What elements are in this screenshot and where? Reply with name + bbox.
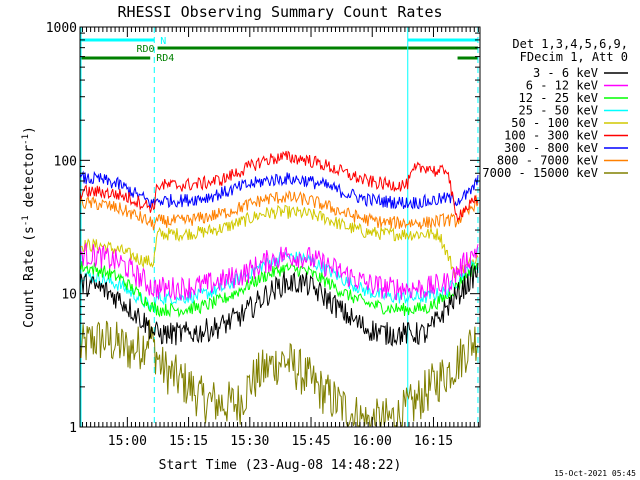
y-tick-label: 1000 bbox=[46, 21, 77, 36]
x-tick-label: 16:15 bbox=[414, 434, 453, 449]
y-axis: 1000 100 10 1 bbox=[46, 21, 480, 436]
plot-frame bbox=[79, 26, 481, 428]
series-line-6-12-kev bbox=[80, 242, 479, 301]
chart-title: RHESSI Observing Summary Count Rates bbox=[117, 3, 442, 21]
legend-entry-label: 300 - 800 keV bbox=[504, 141, 598, 155]
legend: Det 1,3,4,5,6,9, FDecim 1, Att 0 3 - 6 k… bbox=[482, 37, 628, 180]
y-tick-label: 10 bbox=[61, 288, 77, 303]
y-tick-label: 1 bbox=[69, 421, 77, 436]
legend-entry-label: 800 - 7000 keV bbox=[497, 154, 598, 168]
x-tick-label: 15:30 bbox=[230, 434, 269, 449]
y-axis-label: Count Rate (s-1 detector-1) bbox=[21, 126, 37, 328]
y-axis-label-sup1: -1 bbox=[21, 215, 31, 226]
x-tick-label: 15:15 bbox=[169, 434, 208, 449]
series-line-12-25-kev bbox=[80, 261, 479, 318]
legend-entry-label: 50 - 100 keV bbox=[511, 116, 598, 130]
series-layer bbox=[80, 150, 479, 427]
legend-header-line2: FDecim 1, Att 0 bbox=[520, 50, 628, 64]
y-axis-label-sup2: -1 bbox=[21, 134, 31, 145]
legend-entry-label: 100 - 300 keV bbox=[504, 129, 598, 143]
x-axis-label: Start Time (23-Aug-08 14:48:22) bbox=[159, 458, 402, 473]
legend-header-line1: Det 1,3,4,5,6,9, bbox=[512, 37, 628, 51]
x-tick-label: 16:00 bbox=[353, 434, 392, 449]
y-axis-label-mid: detector bbox=[22, 145, 37, 216]
legend-entry-label: 12 - 25 keV bbox=[519, 91, 598, 105]
rd4-bar-label: RD4 bbox=[156, 53, 174, 64]
series-line-300-800-kev bbox=[80, 170, 479, 210]
legend-entry-label: 7000 - 15000 keV bbox=[482, 166, 598, 180]
legend-entry-label: 3 - 6 keV bbox=[533, 66, 598, 80]
series-line-50-100-kev bbox=[80, 204, 479, 279]
x-axis: 15:00 15:15 15:30 15:45 16:00 16:15 bbox=[81, 27, 479, 449]
footer-timestamp: 15-Oct-2021 05:45 bbox=[554, 469, 636, 478]
saa-bar-label: N bbox=[160, 36, 166, 47]
legend-entry-label: 6 - 12 keV bbox=[526, 79, 598, 93]
x-tick-label: 15:45 bbox=[291, 434, 330, 449]
x-tick-label: 15:00 bbox=[108, 434, 147, 449]
status-bars-layer bbox=[80, 38, 478, 60]
plot-area bbox=[80, 27, 479, 427]
series-line-100-300-kev bbox=[80, 150, 479, 223]
rd0-bar-label: RD0 bbox=[136, 44, 154, 55]
y-axis-label-end: ) bbox=[22, 126, 37, 134]
y-axis-label-main: Count Rate (s bbox=[22, 226, 37, 328]
y-tick-label: 100 bbox=[54, 154, 77, 169]
series-line-3-6-kev bbox=[80, 262, 479, 347]
series-line-7000-15000-kev bbox=[80, 319, 479, 427]
series-line-800-7000-kev bbox=[80, 189, 479, 231]
legend-entry-label: 25 - 50 keV bbox=[519, 104, 598, 118]
